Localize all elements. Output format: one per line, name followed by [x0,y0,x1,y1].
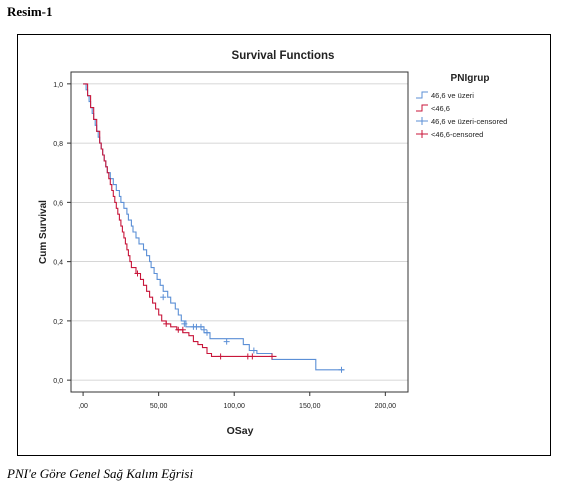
y-axis-ticks: 0,0 0,2 0,4 0,6 0,8 1,0 [53,82,71,385]
x-tick-label: 50,00 [150,403,168,410]
legend: PNIgrup 46,6 ve üzeri <46,6 46,6 ve üzeri-c… [416,73,507,139]
censor-mark-1 [338,366,345,373]
censor-mark-1 [197,323,204,330]
y-tick-label: 1,0 [53,82,63,89]
y-axis-label: Cum Survival [38,200,49,264]
censor-mark-2 [268,353,275,360]
y-tick-label: 0,2 [53,319,63,326]
x-axis-ticks: ,00 50,00 100,00 150,00 200,00 [78,392,396,410]
x-tick-label: 100,00 [223,403,245,410]
censor-mark-1 [181,320,188,327]
legend-entry: 46,6 ve üzeri [416,91,474,100]
legend-entry: 46,6 ve üzeri-censored [416,117,507,126]
x-tick-label: 150,00 [299,403,321,410]
legend-entry: <46,6-censored [416,130,483,139]
y-tick-label: 0,8 [53,141,63,148]
x-tick-label: ,00 [78,403,88,410]
y-tick-label: 0,0 [53,378,63,385]
censor-mark-1 [204,329,211,336]
chart-frame [17,34,551,456]
y-tick-label: 0,4 [53,260,63,267]
censor-mark-2 [217,353,224,360]
censor-mark-1 [200,326,207,333]
legend-step-icon [416,91,428,99]
legend-label: 46,6 ve üzeri [431,91,474,100]
censor-mark-1 [223,338,230,345]
grid-lines [71,83,408,381]
censor-mark-2 [163,320,170,327]
legend-entry: <46,6 [416,104,450,113]
chart-title: Survival Functions [232,50,335,62]
censor-mark-1 [250,347,257,354]
y-tick-label: 0,6 [53,200,63,207]
x-axis-label: OSay [227,425,254,437]
plot-area [70,71,409,393]
legend-title: PNIgrup [451,73,490,84]
figure-label: Resim-1 [7,4,53,19]
legend-label: 46,6 ve üzeri-censored [431,117,507,126]
censor-mark-2 [134,270,141,277]
series-layer [83,83,345,373]
legend-step-icon [416,104,428,112]
figure-caption: PNI'e Göre Genel Sağ Kalım Eğrisi [7,466,194,481]
x-tick-label: 200,00 [375,403,397,410]
legend-label: <46,6 [431,104,450,113]
censor-mark-2 [179,326,186,333]
legend-label: <46,6-censored [431,130,483,139]
censor-mark-2 [249,353,256,360]
censor-mark-1 [160,294,167,301]
